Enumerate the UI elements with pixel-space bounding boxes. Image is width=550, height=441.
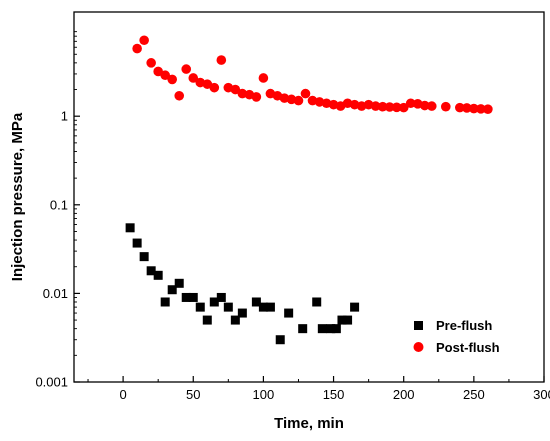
point-pre-flush: [230, 315, 240, 325]
point-post-flush: [216, 55, 227, 65]
point-post-flush: [377, 101, 388, 112]
point-post-flush: [405, 98, 416, 109]
point-pre-flush: [312, 297, 322, 307]
point-post-flush: [398, 102, 409, 113]
point-post-flush: [251, 92, 262, 102]
point-post-flush: [132, 43, 142, 54]
legend-label-post-flush: Post-flush: [436, 340, 500, 355]
point-pre-flush: [251, 297, 261, 307]
point-pre-flush: [160, 297, 170, 307]
point-post-flush: [469, 103, 479, 114]
point-pre-flush: [350, 302, 360, 312]
point-post-flush: [174, 90, 185, 101]
point-pre-flush: [174, 278, 184, 288]
point-post-flush: [455, 102, 465, 113]
point-post-flush: [419, 100, 430, 111]
point-pre-flush: [132, 238, 142, 248]
point-pre-flush: [202, 315, 212, 325]
point-post-flush: [476, 104, 486, 114]
point-pre-flush: [337, 315, 347, 325]
point-pre-flush: [146, 266, 156, 276]
point-post-flush: [139, 35, 149, 46]
point-pre-flush: [167, 285, 177, 295]
x-tick-label: 50: [186, 387, 200, 402]
point-post-flush: [440, 101, 451, 112]
point-pre-flush: [181, 292, 191, 302]
legend: Pre-flush Post-flush: [413, 318, 500, 355]
x-tick-label: 0: [119, 387, 126, 402]
y-axis-ticks: 0.001 0.01 0.1 1: [35, 31, 80, 390]
point-pre-flush: [237, 308, 247, 318]
point-pre-flush: [195, 302, 205, 312]
point-post-flush: [258, 73, 269, 83]
point-post-flush: [230, 84, 241, 95]
point-pre-flush: [326, 324, 336, 334]
x-tick-label: 150: [323, 387, 345, 402]
point-pre-flush: [265, 302, 275, 312]
point-pre-flush: [331, 324, 341, 334]
point-pre-flush: [223, 302, 233, 312]
point-pre-flush: [153, 270, 163, 280]
legend-label-pre-flush: Pre-flush: [436, 318, 492, 333]
point-post-flush: [391, 102, 402, 113]
x-tick-label: 300: [533, 387, 550, 402]
y-tick-label: 1: [61, 109, 68, 124]
point-pre-flush: [216, 292, 226, 302]
point-post-flush: [188, 73, 199, 83]
y-tick-label: 0.1: [50, 197, 68, 212]
point-post-flush: [293, 95, 304, 106]
point-post-flush: [167, 74, 178, 85]
point-pre-flush: [343, 315, 353, 325]
point-pre-flush: [284, 308, 294, 318]
legend-marker-pre-flush: [414, 321, 423, 330]
point-pre-flush: [275, 335, 285, 345]
point-post-flush: [426, 101, 437, 111]
point-post-flush: [483, 104, 493, 114]
x-axis-ticks: 0 50 100 150 200 250 300: [87, 376, 550, 402]
point-post-flush: [181, 64, 192, 74]
point-pre-flush: [139, 252, 149, 262]
point-post-flush: [462, 103, 472, 113]
x-tick-label: 250: [463, 387, 485, 402]
plot-frame: [73, 11, 545, 383]
data-points: [125, 35, 493, 345]
point-pre-flush: [258, 302, 268, 312]
point-post-flush: [160, 70, 170, 81]
point-pre-flush: [188, 292, 198, 302]
x-tick-label: 200: [393, 387, 415, 402]
y-tick-label: 0.01: [43, 286, 68, 301]
point-post-flush: [153, 66, 163, 77]
x-axis-title: Time, min: [274, 415, 344, 432]
point-post-flush: [146, 58, 156, 68]
point-pre-flush: [298, 324, 308, 334]
y-axis-title: Injection pressure, MPa: [9, 112, 26, 281]
point-post-flush: [370, 101, 381, 111]
point-post-flush: [300, 88, 311, 99]
point-pre-flush: [317, 324, 327, 334]
x-tick-label: 100: [253, 387, 275, 402]
y-tick-label: 0.001: [35, 375, 68, 390]
point-pre-flush: [125, 223, 135, 233]
point-post-flush: [384, 102, 395, 112]
legend-marker-post-flush: [413, 342, 424, 352]
point-pre-flush: [209, 297, 219, 307]
point-post-flush: [209, 82, 220, 93]
